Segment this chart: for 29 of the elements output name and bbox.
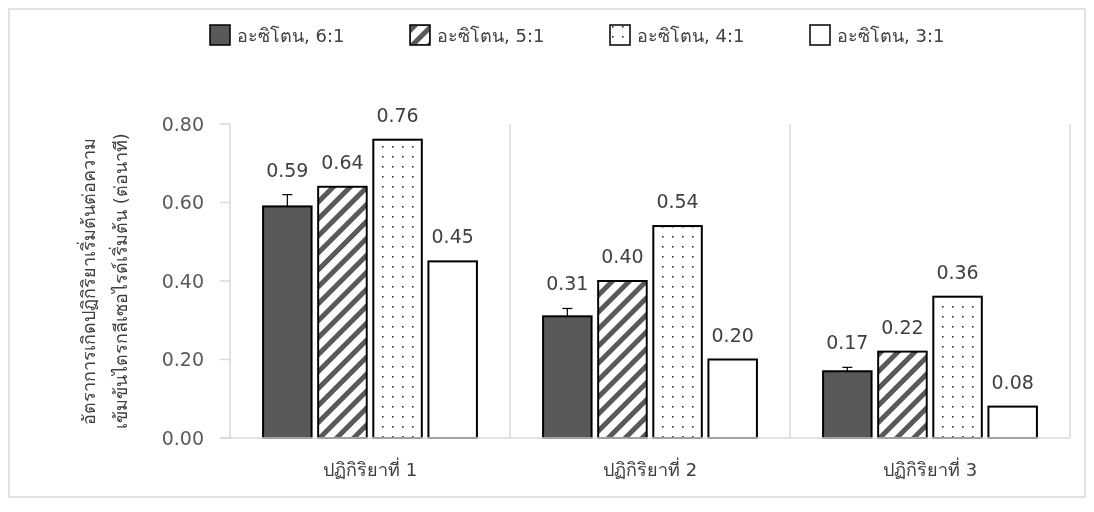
legend-label: อะซิโตน, 6:1 — [237, 25, 345, 46]
data-label: 0.22 — [881, 315, 924, 338]
data-label: 0.17 — [826, 331, 869, 354]
legend-label: อะซิโตน, 4:1 — [637, 25, 745, 46]
data-label: 0.40 — [601, 245, 644, 267]
bar — [707, 358, 758, 439]
data-label: 0.31 — [546, 272, 589, 295]
data-label: 0.20 — [711, 323, 754, 346]
data-label: 0.45 — [431, 225, 474, 248]
data-label: 0.59 — [266, 158, 309, 181]
data-label: 0.08 — [991, 370, 1034, 393]
y-tick-label: 0.20 — [161, 348, 204, 371]
data-label: 0.76 — [376, 103, 419, 126]
y-tick-label: 0.60 — [161, 191, 204, 214]
x-tick-label: ปฏิกิริยาที่ 3 — [882, 457, 978, 480]
data-label: 0.36 — [936, 260, 979, 283]
x-tick-label: ปฏิกิริยาที่ 1 — [322, 457, 418, 480]
y-tick-label: 0.80 — [161, 112, 204, 135]
y-axis-title: อัตราการเกิดปฏิกิริยาเริ่มต้นต่อความ เข้มข้นไตรกลีเซอไรด์เริ่มต้น (ต่อนาที) — [76, 133, 131, 429]
data-label: 0.54 — [656, 190, 699, 213]
legend-label: อะซิโตน, 3:1 — [837, 25, 945, 46]
bar — [987, 405, 1038, 439]
legend-label: อะซิโตน, 5:1 — [437, 25, 545, 46]
x-tick-label: ปฏิกิริยาที่ 2 — [602, 457, 698, 480]
y-tick-label: 0.00 — [161, 426, 204, 449]
bar — [822, 370, 873, 439]
y-tick-label: 0.40 — [161, 269, 204, 292]
data-label: 0.64 — [321, 150, 364, 173]
bar — [427, 260, 478, 439]
